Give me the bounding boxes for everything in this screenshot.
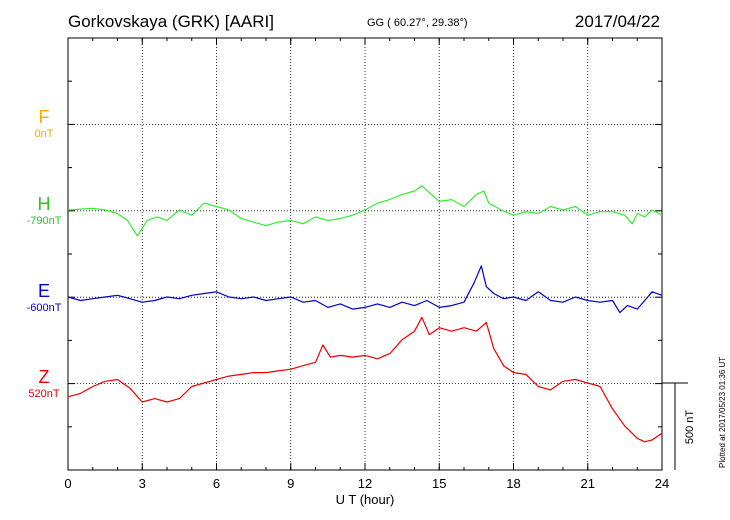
series-baseline-z: 520nT (28, 388, 60, 400)
series-baseline-f: 0nT (34, 128, 54, 140)
series-line-h (67, 185, 663, 237)
x-tick-label: 3 (139, 476, 146, 491)
series-lines (67, 185, 663, 443)
series-label-h: H -790nT (19, 194, 69, 228)
series-label-e: E -600nT (19, 281, 69, 315)
x-tick-label: 15 (432, 476, 446, 491)
series-name-h: H (37, 194, 51, 214)
scale-bar-label: 500 nT (684, 410, 696, 445)
geomagnetic-coordinates: GG ( 60.27°, 29.38°) (367, 17, 468, 29)
series-line-z (67, 316, 663, 443)
series-name-z: Z (38, 367, 50, 387)
x-tick-label: 24 (655, 476, 669, 491)
x-tick-label: 9 (287, 476, 294, 491)
x-tick-label: 0 (64, 476, 71, 491)
station-title: Gorkovskaya (GRK) [AARI] (68, 12, 274, 31)
scale-bar: 500 nT (662, 382, 696, 470)
axis-ticks: 0 3 6 9 12 15 18 21 24 (64, 37, 669, 491)
grid-lines (68, 38, 662, 470)
x-tick-label: 18 (506, 476, 520, 491)
series-line-e (67, 265, 663, 314)
series-baseline-e: -600nT (26, 302, 62, 314)
series-label-z: Z 520nT (19, 367, 69, 401)
series-name-f: F (38, 107, 50, 127)
x-tick-label: 21 (581, 476, 595, 491)
series-name-e: E (37, 281, 50, 301)
series-baseline-h: -790nT (26, 215, 62, 227)
series-label-f: F 0nT (19, 107, 69, 141)
x-tick-label: 12 (358, 476, 372, 491)
x-axis-label: U T (hour) (336, 492, 395, 507)
plot-date: 2017/04/22 (574, 12, 660, 31)
x-tick-label: 6 (213, 476, 220, 491)
